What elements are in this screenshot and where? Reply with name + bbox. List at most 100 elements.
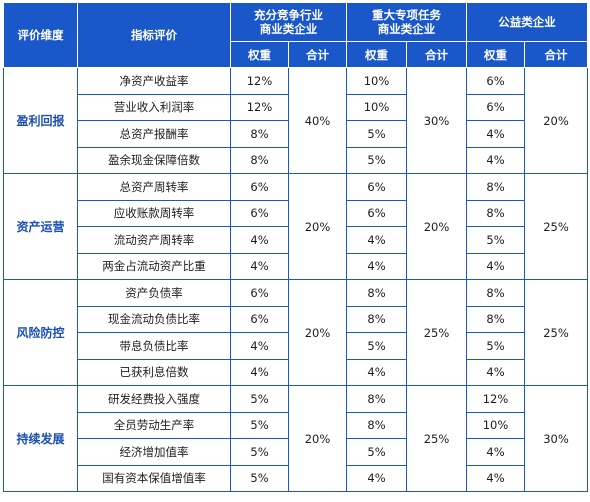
weight-cell: 6% — [466, 93, 525, 121]
weight-cell: 8% — [346, 305, 407, 333]
weight-cell: 6% — [230, 199, 289, 227]
indicator-cell: 现金流动负债比率 — [77, 305, 231, 333]
weight-cell: 12% — [230, 67, 289, 95]
indicator-cell: 盈余现金保障倍数 — [77, 146, 231, 174]
weight-cell: 4% — [346, 252, 407, 280]
weight-cell: 6% — [346, 173, 407, 201]
table-row: 经济增加值率 5% 5% 4% — [4, 438, 588, 466]
indicator-cell: 总资产周转率 — [77, 173, 231, 201]
table-row: 资产运营 总资产周转率 6% 20% 6% 20% 8% 25% — [3, 173, 588, 280]
table-row: 带息负债比率 4% 5% 5% — [4, 332, 588, 360]
dimension-cell: 风险防控 — [3, 279, 78, 386]
table-row: 总资产报酬率 8% 5% 4% — [4, 120, 588, 148]
indicator-cell: 两金占流动资产比重 — [77, 252, 231, 280]
weight-cell: 4% — [466, 438, 525, 466]
weight-cell: 4% — [230, 226, 289, 254]
table-row: 流动资产周转率 4% 4% 5% — [4, 226, 588, 254]
table-body: 盈利回报 净资产收益率 12% 40% 10% 30% 6% 20% 营业收入利润率 12% 10%… — [3, 67, 588, 492]
group-header-public-label: 公益类企业 — [498, 15, 556, 29]
total-cell: 20% — [288, 173, 347, 280]
table-row: 风险防控 资产负债率 6% 20% 8% 25% 8% 25% — [3, 279, 588, 386]
group-header-special: 重大专项任务 商业类企业 — [346, 2, 467, 42]
table-row: 盈利回报 净资产收益率 12% 40% 10% 30% 6% 20% — [3, 67, 588, 174]
indicator-cell: 经济增加值率 — [77, 438, 231, 466]
weight-cell: 5% — [466, 226, 525, 254]
evaluation-table: 评价维度 指标评价 充分竞争行业 商业类企业 重大专项任务 商业类企业 公益类企… — [3, 2, 588, 492]
weight-cell: 10% — [346, 93, 407, 121]
weight-cell: 5% — [230, 385, 289, 413]
weight-cell: 6% — [230, 305, 289, 333]
weight-cell: 5% — [346, 146, 407, 174]
weight-cell: 8% — [230, 120, 289, 148]
weight-cell: 5% — [346, 332, 407, 360]
indicator-cell: 已获利息倍数 — [77, 358, 231, 386]
weight-cell: 4% — [466, 464, 525, 492]
weight-cell: 4% — [230, 332, 289, 360]
weight-cell: 8% — [466, 305, 525, 333]
table-row: 持续发展 研发经费投入强度 5% 20% 8% 25% 12% 30% — [3, 385, 588, 492]
weight-cell: 4% — [346, 358, 407, 386]
total-header: 合计 — [406, 41, 467, 68]
weight-cell: 5% — [346, 438, 407, 466]
weight-cell: 5% — [230, 438, 289, 466]
total-cell: 20% — [288, 385, 347, 492]
weight-cell: 4% — [230, 252, 289, 280]
table-row: 盈余现金保障倍数 8% 5% 4% — [4, 146, 588, 174]
indicator-cell: 带息负债比率 — [77, 332, 231, 360]
weight-cell: 12% — [230, 93, 289, 121]
table-row: 应收账款周转率 6% 6% 8% — [4, 199, 588, 227]
indicator-header: 指标评价 — [77, 2, 231, 68]
group-header-special-label: 重大专项任务 商业类企业 — [372, 8, 441, 36]
total-cell: 20% — [524, 67, 588, 174]
dimension-cell: 盈利回报 — [3, 67, 78, 174]
weight-cell: 4% — [466, 120, 525, 148]
total-cell: 25% — [524, 279, 588, 386]
table-row: 现金流动负债比率 6% 8% 8% — [4, 305, 588, 333]
total-cell: 40% — [288, 67, 347, 174]
weight-cell: 8% — [346, 385, 407, 413]
indicator-cell: 资产负债率 — [77, 279, 231, 307]
weight-cell: 4% — [346, 464, 407, 492]
dimension-cell: 资产运营 — [3, 173, 78, 280]
weight-cell: 8% — [346, 411, 407, 439]
total-cell: 30% — [524, 385, 588, 492]
weight-cell: 12% — [466, 385, 525, 413]
weight-cell: 8% — [466, 279, 525, 307]
weight-cell: 5% — [466, 332, 525, 360]
weight-cell: 6% — [466, 67, 525, 95]
weight-cell: 4% — [466, 358, 525, 386]
indicator-cell: 总资产报酬率 — [77, 120, 231, 148]
weight-cell: 10% — [346, 67, 407, 95]
weight-cell: 6% — [230, 173, 289, 201]
indicator-cell: 净资产收益率 — [77, 67, 231, 95]
weight-cell: 8% — [466, 173, 525, 201]
indicator-cell: 研发经费投入强度 — [77, 385, 231, 413]
total-cell: 25% — [406, 279, 467, 386]
weight-cell: 8% — [466, 199, 525, 227]
total-cell: 25% — [406, 385, 467, 492]
weight-cell: 4% — [230, 358, 289, 386]
weight-header: 权重 — [230, 41, 289, 68]
weight-header: 权重 — [466, 41, 525, 68]
indicator-cell: 国有资本保值增值率 — [77, 464, 231, 492]
dimension-header: 评价维度 — [3, 2, 78, 68]
weight-cell: 5% — [230, 464, 289, 492]
table-row: 两金占流动资产比重 4% 4% 4% — [4, 252, 588, 280]
total-header: 合计 — [524, 41, 588, 68]
weight-cell: 5% — [230, 411, 289, 439]
group-header-public: 公益类企业 — [466, 2, 588, 42]
weight-cell: 4% — [466, 146, 525, 174]
table-row: 国有资本保值增值率 5% 4% 4% — [4, 464, 588, 492]
weight-cell: 10% — [466, 411, 525, 439]
indicator-cell: 全员劳动生产率 — [77, 411, 231, 439]
total-cell: 20% — [288, 279, 347, 386]
indicator-cell: 应收账款周转率 — [77, 199, 231, 227]
weight-cell: 8% — [230, 146, 289, 174]
total-header: 合计 — [288, 41, 347, 68]
weight-cell: 5% — [346, 120, 407, 148]
weight-header: 权重 — [346, 41, 407, 68]
weight-cell: 4% — [346, 226, 407, 254]
total-cell: 20% — [406, 173, 467, 280]
dimension-cell: 持续发展 — [3, 385, 78, 492]
indicator-cell: 营业收入利润率 — [77, 93, 231, 121]
